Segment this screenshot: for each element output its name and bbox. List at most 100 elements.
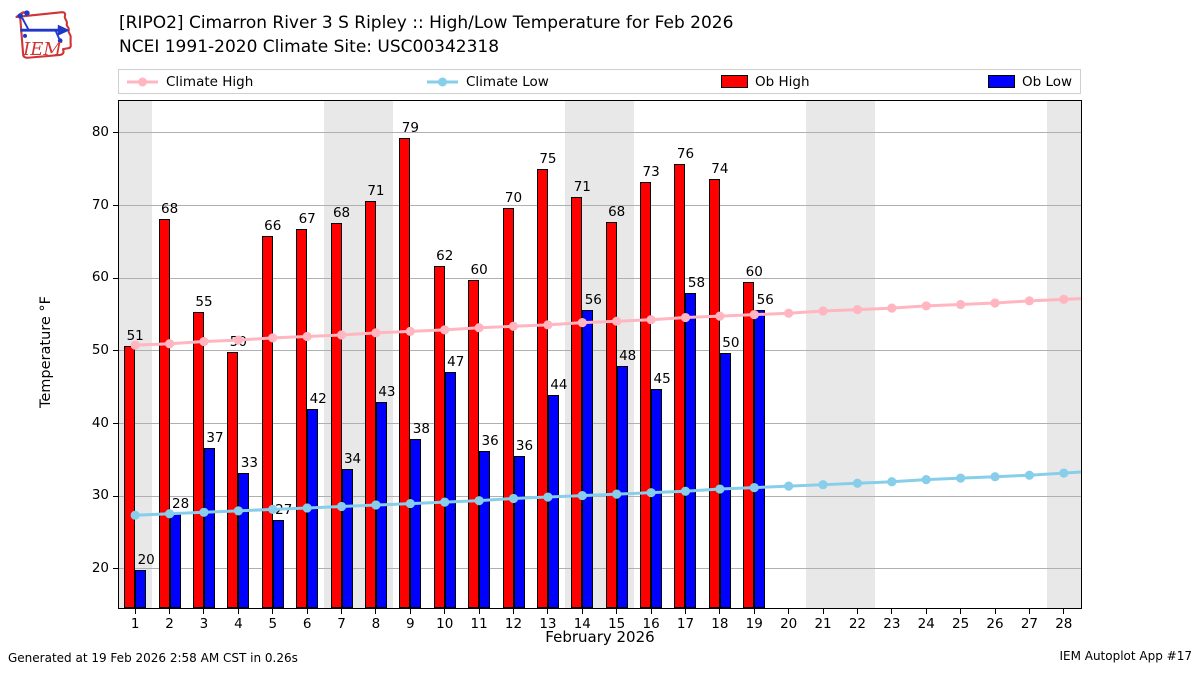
y-tickmark bbox=[113, 205, 118, 207]
x-axis-label: February 2026 bbox=[545, 628, 655, 646]
ob-high-value-label: 71 bbox=[573, 178, 591, 195]
x-tick-label: 25 bbox=[952, 616, 970, 632]
climate-high-marker bbox=[715, 311, 725, 321]
legend-item-ob-low: Ob Low bbox=[988, 70, 1072, 93]
climate-high-marker bbox=[199, 336, 209, 347]
x-tick-label: 6 bbox=[302, 616, 312, 632]
ob-low-bar bbox=[754, 309, 766, 608]
y-tickmark bbox=[113, 132, 118, 134]
climate-low-marker bbox=[784, 481, 794, 491]
x-tick-label: 13 bbox=[539, 616, 557, 632]
climate-high-marker bbox=[646, 315, 656, 325]
climate-high-marker bbox=[371, 328, 381, 338]
ob-low-bar bbox=[341, 468, 353, 608]
x-tickmark bbox=[1063, 609, 1065, 614]
ob-high-bar bbox=[227, 352, 239, 608]
ob-low-bar bbox=[203, 447, 215, 608]
x-tick-label: 1 bbox=[130, 616, 140, 632]
ob-high-value-label: 68 bbox=[608, 204, 626, 221]
climate-low-marker bbox=[268, 504, 278, 514]
x-tick-label: 24 bbox=[917, 616, 935, 632]
ob-high-value-label: 62 bbox=[436, 247, 454, 264]
y-gridline bbox=[118, 350, 1081, 352]
climate-low-marker bbox=[336, 501, 347, 512]
y-tickmark bbox=[113, 277, 118, 279]
x-tickmark bbox=[581, 609, 583, 614]
ob-high-bar bbox=[605, 222, 617, 608]
y-tick-label: 80 bbox=[91, 123, 109, 140]
ob-low-value-label: 42 bbox=[309, 391, 327, 408]
climate-low-marker bbox=[646, 488, 656, 498]
ob-high-bar bbox=[468, 280, 480, 608]
climate-high-marker bbox=[852, 304, 863, 315]
legend-item-ob-high: Ob High bbox=[721, 70, 810, 93]
ob-high-value-label: 71 bbox=[367, 182, 385, 199]
x-tickmark bbox=[925, 609, 927, 614]
climate-high-marker bbox=[233, 335, 243, 345]
x-tick-label: 28 bbox=[1055, 616, 1073, 632]
x-tickmark bbox=[237, 609, 239, 614]
x-tick-label: 7 bbox=[337, 616, 346, 632]
y-axis-label: Temperature °F bbox=[38, 295, 54, 409]
ob-high-bar bbox=[364, 200, 376, 608]
x-tick-label: 9 bbox=[406, 616, 415, 632]
x-tickmark bbox=[409, 609, 411, 614]
iowa-outline bbox=[15, 11, 72, 59]
ob-high-bar bbox=[502, 207, 514, 608]
x-tickmark bbox=[203, 609, 205, 614]
x-tickmark bbox=[891, 609, 893, 614]
ob-low-bar bbox=[719, 353, 731, 608]
y-tickmark bbox=[113, 568, 118, 570]
ob-high-value-label: 74 bbox=[711, 161, 729, 178]
y-tickmark bbox=[113, 350, 118, 352]
ob-low-value-label: 56 bbox=[584, 292, 602, 309]
x-tick-label: 18 bbox=[711, 616, 729, 632]
ob-low-value-label: 28 bbox=[171, 496, 190, 513]
x-tickmark bbox=[513, 609, 515, 614]
ob-low-value-label: 44 bbox=[550, 376, 568, 393]
ob-low-swatch-icon bbox=[988, 75, 1015, 88]
x-tickmark bbox=[684, 609, 686, 614]
y-gridline bbox=[118, 568, 1081, 570]
x-tick-label: 26 bbox=[986, 616, 1004, 632]
climate-low-marker bbox=[543, 492, 553, 502]
x-tickmark bbox=[134, 609, 136, 614]
ob-low-bar bbox=[513, 455, 525, 608]
ob-high-bar bbox=[261, 236, 273, 608]
ob-low-value-label: 43 bbox=[378, 383, 396, 400]
x-tickmark bbox=[375, 609, 377, 614]
climate-low-marker bbox=[990, 472, 1000, 482]
ob-low-value-label: 20 bbox=[137, 552, 155, 569]
climate-low-marker bbox=[577, 490, 587, 501]
ob-high-value-label: 70 bbox=[504, 189, 523, 206]
generated-at-text: Generated at 19 Feb 2026 2:58 AM CST in … bbox=[8, 651, 298, 665]
ob-low-bar bbox=[444, 372, 456, 608]
legend-item-climate-high: Climate High bbox=[126, 70, 253, 93]
x-tick-label: 4 bbox=[234, 616, 243, 632]
climate-high-marker bbox=[130, 340, 140, 350]
ob-high-bar bbox=[330, 223, 342, 608]
ob-high-value-label: 60 bbox=[470, 262, 488, 279]
climate-low-line-icon bbox=[427, 77, 458, 86]
title-line-1: [RIPO2] Cimarron River 3 S Ripley :: Hig… bbox=[119, 13, 734, 33]
app-credit-text: IEM Autoplot App #17 bbox=[1059, 649, 1192, 663]
climate-low-marker bbox=[130, 510, 140, 520]
climate-high-line-icon bbox=[127, 77, 158, 86]
climate-high-marker bbox=[784, 308, 794, 318]
ob-high-value-label: 79 bbox=[401, 120, 419, 137]
x-tickmark bbox=[822, 609, 824, 614]
ob-low-bar bbox=[272, 519, 284, 608]
climate-low-marker bbox=[612, 489, 622, 499]
climate-high-marker bbox=[474, 323, 484, 333]
x-tickmark bbox=[547, 609, 549, 614]
x-tick-label: 19 bbox=[745, 616, 763, 632]
ob-low-bar bbox=[238, 473, 250, 608]
y-gridline bbox=[118, 277, 1081, 279]
x-tickmark bbox=[788, 609, 790, 614]
ob-high-value-label: 67 bbox=[298, 210, 316, 227]
ob-high-bar bbox=[296, 228, 308, 608]
x-tick-label: 14 bbox=[573, 616, 591, 632]
x-tickmark bbox=[616, 609, 618, 614]
climate-high-marker bbox=[680, 312, 691, 323]
x-tick-label: 10 bbox=[436, 616, 454, 632]
